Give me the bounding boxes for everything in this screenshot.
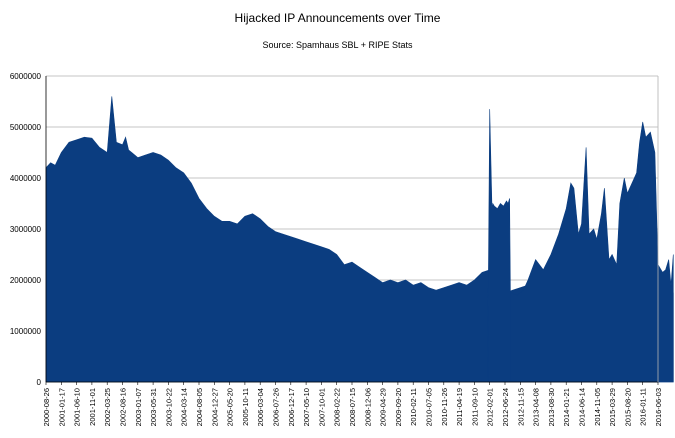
- x-axis: 2000-08-26 2001-01-17 2001-06-10 2001-11-01…: [42, 382, 663, 426]
- chart-title: Hijacked IP Announcements over Time: [234, 11, 441, 25]
- x-tick-label: 2016-06-03: [654, 388, 663, 426]
- x-tick-label: 2007-10-01: [317, 388, 326, 426]
- x-tick-label: 2012-02-01: [486, 388, 495, 426]
- x-tick-label: 2014-06-14: [578, 388, 587, 426]
- chart-subtitle: Source: Spamhaus SBL + RIPE Stats: [262, 40, 413, 50]
- x-tick-label: 2013-08-30: [547, 388, 556, 426]
- x-tick-label: 2005-10-11: [241, 388, 250, 426]
- x-tick-label: 2004-12-27: [210, 388, 219, 426]
- x-tick-label: 2001-11-01: [88, 388, 97, 426]
- y-tick-label: 1000000: [10, 327, 42, 336]
- x-tick-label: 2009-09-20: [394, 388, 403, 426]
- series-area: [45, 96, 674, 383]
- x-tick-label: 2006-07-26: [272, 388, 281, 426]
- x-tick-label: 2010-07-05: [425, 388, 434, 426]
- y-tick-label: 2000000: [10, 276, 42, 285]
- y-tick-label: 4000000: [10, 174, 42, 183]
- y-axis: 0 1000000 2000000 3000000 4000000 5000000 6000…: [10, 72, 42, 387]
- x-tick-label: 2015-03-29: [608, 388, 617, 426]
- x-tick-label: 2008-07-15: [348, 388, 357, 426]
- y-tick-label: 3000000: [10, 225, 42, 234]
- x-tick-label: 2013-04-08: [532, 388, 541, 426]
- x-tick-label: 2006-03-04: [256, 388, 265, 426]
- x-tick-label: 2008-12-06: [363, 388, 372, 426]
- y-tick-label: 5000000: [10, 123, 42, 132]
- series-area-segment: [487, 109, 511, 383]
- x-tick-label: 2003-10-22: [164, 388, 173, 426]
- x-tick-label: 2005-05-20: [226, 388, 235, 426]
- x-tick-label: 2012-06-24: [501, 388, 510, 426]
- x-tick-label: 2012-11-15: [516, 388, 525, 426]
- x-tick-label: 2010-02-11: [409, 388, 418, 426]
- y-tick-label: 0: [37, 378, 42, 387]
- x-tick-label: 2004-08-05: [195, 388, 204, 426]
- x-tick-label: 2001-06-10: [73, 388, 82, 426]
- x-tick-label: 2001-01-17: [57, 388, 66, 426]
- x-tick-label: 2010-11-26: [440, 388, 449, 426]
- x-tick-label: 2008-02-22: [333, 388, 342, 426]
- x-tick-label: 2011-04-19: [455, 388, 464, 426]
- y-tick-label: 6000000: [10, 72, 42, 81]
- x-tick-label: 2004-03-14: [180, 388, 189, 426]
- x-tick-label: 2002-03-25: [103, 388, 112, 426]
- x-tick-label: 2003-05-31: [149, 388, 158, 426]
- x-tick-label: 2016-01-11: [639, 388, 648, 426]
- x-tick-label: 2011-09-10: [470, 388, 479, 426]
- x-tick-label: 2015-08-20: [623, 388, 632, 426]
- series-area-segment: [510, 121, 674, 383]
- x-tick-label: 2002-08-16: [119, 388, 128, 426]
- x-tick-label: 2000-08-26: [42, 388, 51, 426]
- x-tick-label: 2009-04-29: [379, 388, 388, 426]
- x-tick-label: 2014-11-05: [593, 388, 602, 426]
- x-tick-label: 2007-05-10: [302, 388, 311, 426]
- x-tick-label: 2003-01-07: [134, 388, 143, 426]
- x-tick-label: 2006-12-17: [287, 388, 296, 426]
- x-tick-label: 2014-01-21: [562, 388, 571, 426]
